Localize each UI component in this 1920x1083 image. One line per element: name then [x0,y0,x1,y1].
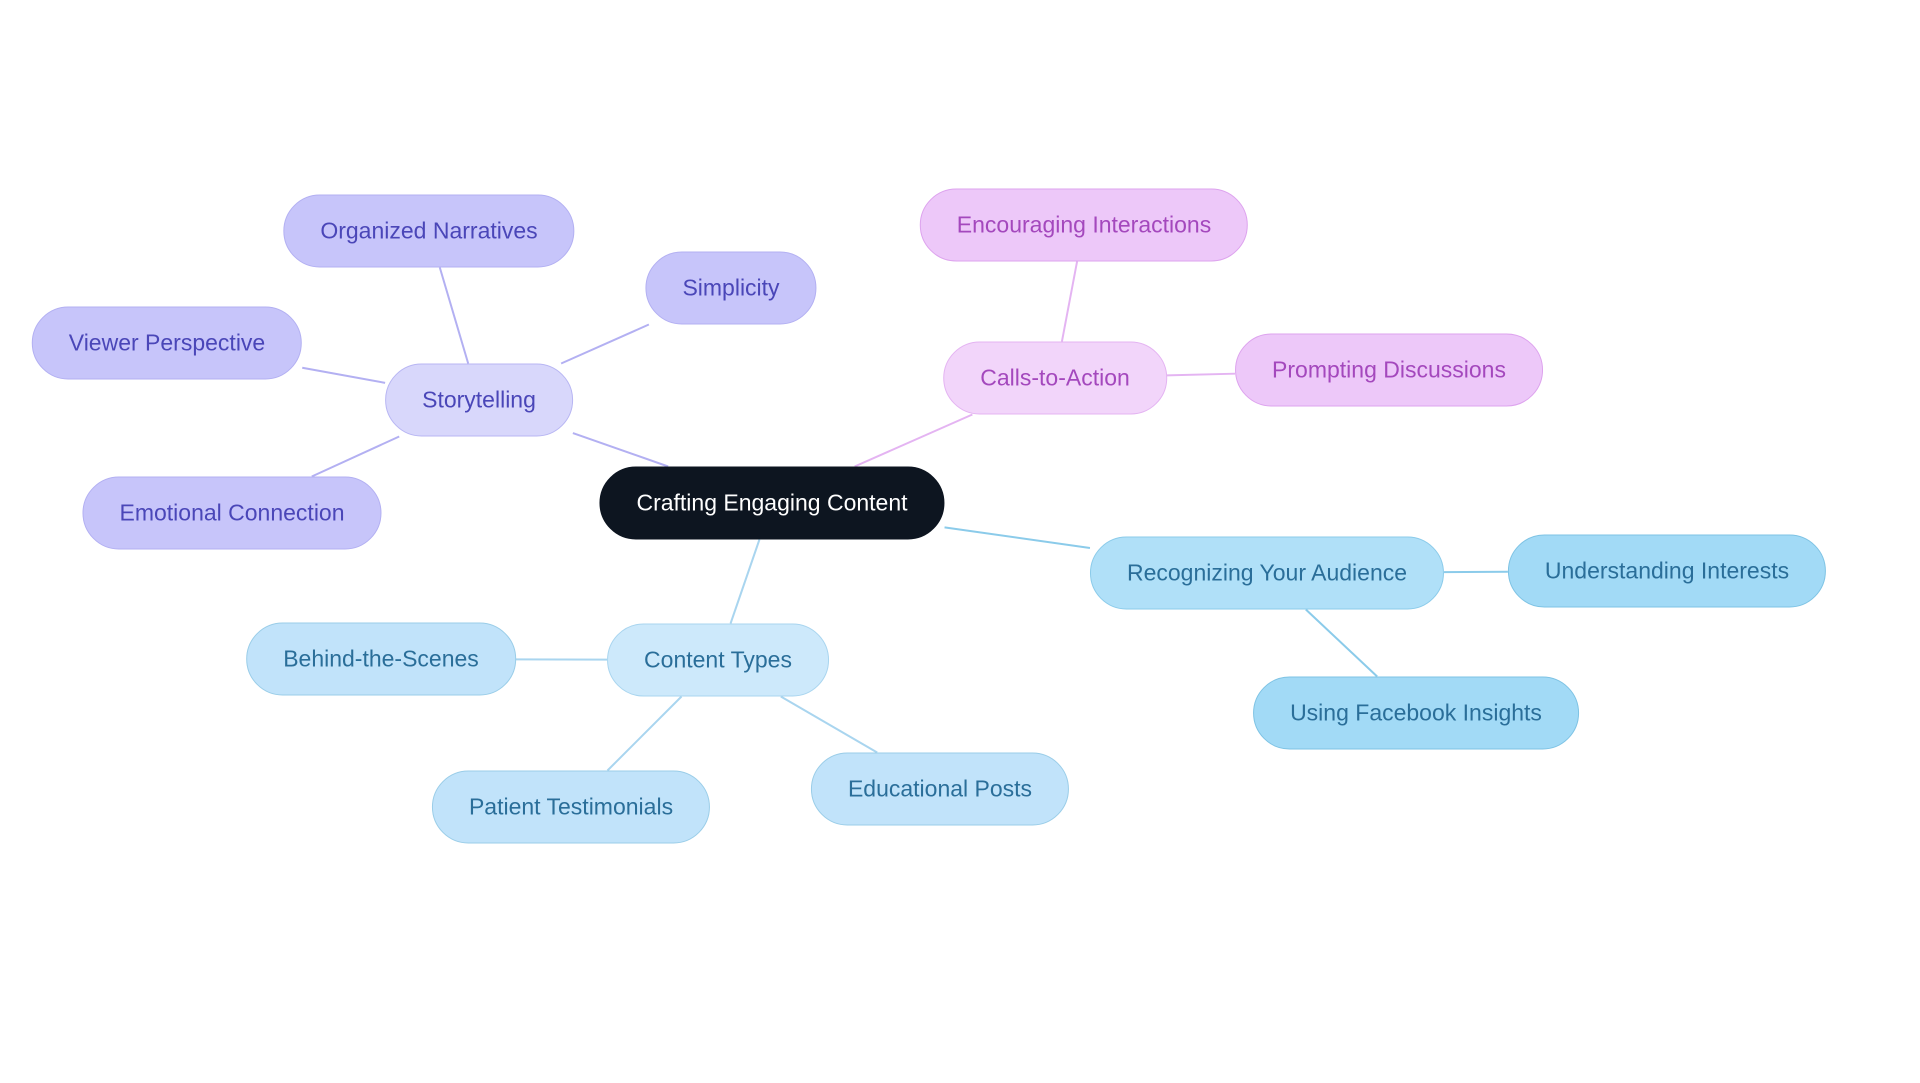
edge-storytelling-organized [440,268,468,364]
edge-content-types-testimonials [608,697,682,771]
edge-center-content-types [731,540,760,624]
edge-storytelling-emotional [312,437,399,477]
edge-content-types-educational [781,697,877,753]
node-cta: Calls-to-Action [943,342,1167,415]
edge-center-cta [855,415,973,467]
node-center: Crafting Engaging Content [599,467,944,540]
node-storytelling: Storytelling [385,364,573,437]
edge-cta-encouraging [1062,262,1077,342]
mindmap-canvas: Crafting Engaging Content Storytelling Sim… [0,0,1920,1083]
node-prompting: Prompting Discussions [1235,334,1543,407]
edge-center-audience [945,527,1090,548]
node-testimonials: Patient Testimonials [432,771,710,844]
node-interests: Understanding Interests [1508,535,1826,608]
node-audience: Recognizing Your Audience [1090,537,1444,610]
node-emotional: Emotional Connection [82,477,381,550]
edge-center-storytelling [573,433,668,466]
node-organized: Organized Narratives [283,195,574,268]
node-educational: Educational Posts [811,753,1069,826]
edge-storytelling-simplicity [561,325,649,364]
node-content-types: Content Types [607,624,829,697]
node-bts: Behind-the-Scenes [246,623,516,696]
node-encouraging: Encouraging Interactions [920,189,1248,262]
edge-cta-prompting [1167,374,1235,376]
node-insights: Using Facebook Insights [1253,677,1579,750]
edge-audience-insights [1306,610,1377,677]
node-viewer: Viewer Perspective [32,307,302,380]
node-simplicity: Simplicity [645,252,816,325]
edge-storytelling-viewer [302,368,385,383]
